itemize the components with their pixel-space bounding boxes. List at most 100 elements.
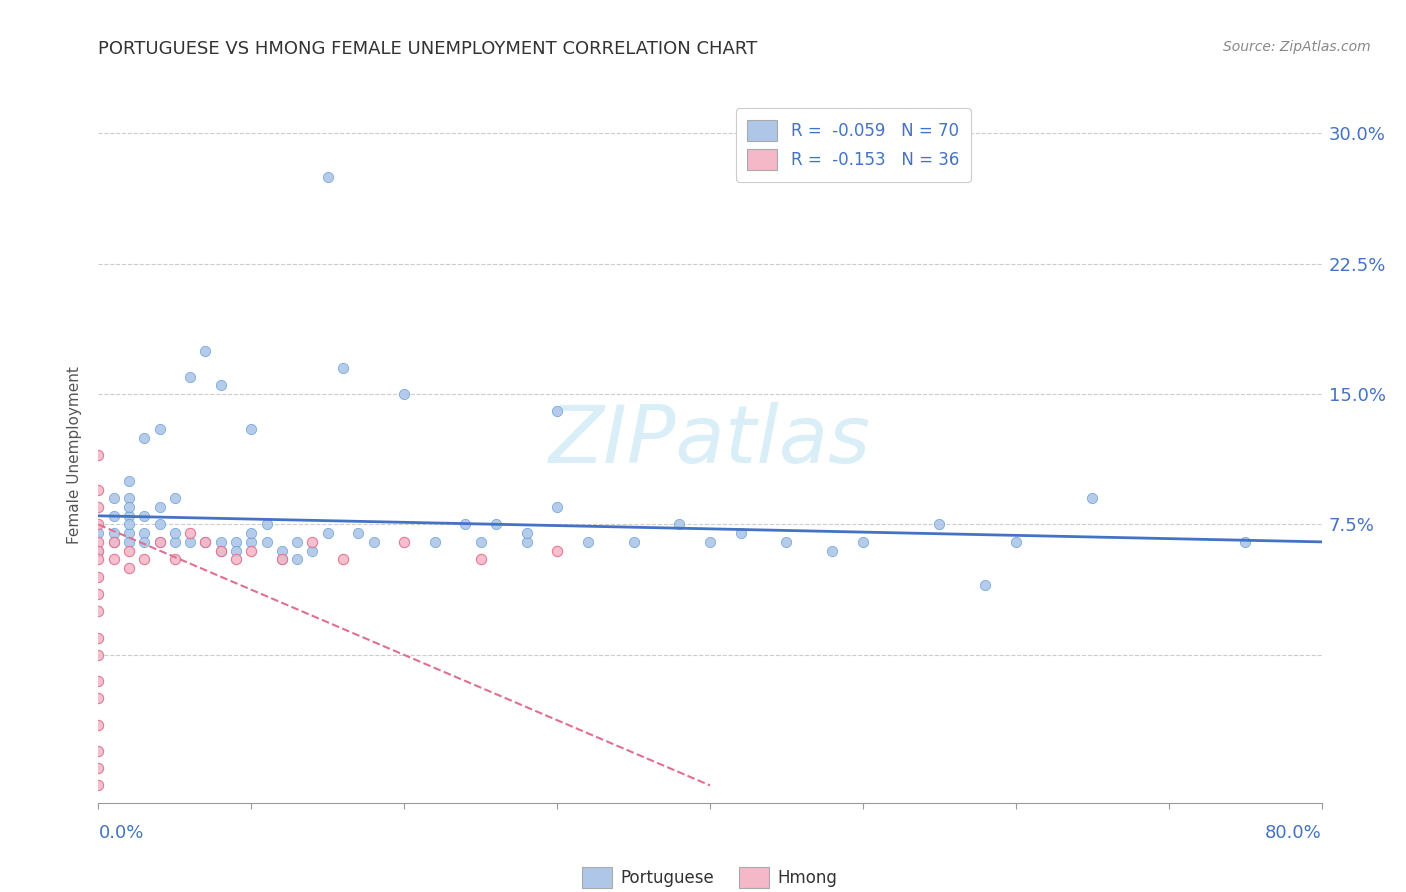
Point — [240, 422, 263, 436]
Point — [179, 526, 201, 541]
Point — [118, 474, 141, 488]
Point — [516, 526, 538, 541]
Point — [270, 552, 292, 566]
Point — [87, 543, 110, 558]
Point — [974, 578, 997, 592]
Point — [87, 534, 110, 549]
Point — [699, 534, 721, 549]
Point — [103, 508, 125, 523]
Point — [87, 631, 110, 645]
Point — [240, 526, 263, 541]
Point — [134, 430, 156, 444]
Text: 80.0%: 80.0% — [1265, 823, 1322, 842]
Point — [485, 517, 508, 532]
Point — [775, 534, 797, 549]
Point — [118, 543, 141, 558]
Y-axis label: Female Unemployment: Female Unemployment — [67, 366, 83, 544]
Point — [163, 491, 186, 506]
Point — [103, 526, 125, 541]
Point — [256, 517, 278, 532]
Point — [225, 534, 247, 549]
Point — [576, 534, 599, 549]
Point — [87, 517, 110, 532]
Point — [332, 552, 354, 566]
Point — [118, 526, 141, 541]
Point — [134, 534, 156, 549]
Point — [87, 570, 110, 584]
Point — [209, 543, 232, 558]
Text: PORTUGUESE VS HMONG FEMALE UNEMPLOYMENT CORRELATION CHART: PORTUGUESE VS HMONG FEMALE UNEMPLOYMENT … — [98, 40, 758, 58]
Point — [392, 387, 416, 401]
Text: ZIPatlas: ZIPatlas — [548, 402, 872, 480]
Point — [194, 343, 217, 358]
Point — [209, 543, 232, 558]
Point — [1004, 534, 1026, 549]
Point — [87, 761, 110, 775]
Point — [87, 691, 110, 706]
Point — [546, 404, 568, 418]
Point — [149, 422, 172, 436]
Point — [285, 552, 308, 566]
Point — [134, 508, 156, 523]
Point — [103, 534, 125, 549]
Point — [285, 534, 308, 549]
Point — [225, 543, 247, 558]
Point — [301, 543, 323, 558]
Point — [179, 534, 201, 549]
Legend: Portuguese, Hmong: Portuguese, Hmong — [575, 860, 845, 892]
Point — [149, 534, 172, 549]
Point — [256, 534, 278, 549]
Point — [87, 717, 110, 731]
Point — [87, 674, 110, 689]
Point — [470, 552, 492, 566]
Point — [87, 648, 110, 662]
Point — [423, 534, 446, 549]
Point — [118, 508, 141, 523]
Text: 0.0%: 0.0% — [98, 823, 143, 842]
Point — [149, 500, 172, 514]
Point — [87, 605, 110, 619]
Point — [240, 543, 263, 558]
Point — [87, 483, 110, 497]
Point — [301, 534, 323, 549]
Point — [134, 552, 156, 566]
Point — [928, 517, 950, 532]
Point — [516, 534, 538, 549]
Point — [163, 534, 186, 549]
Point — [546, 500, 568, 514]
Point — [392, 534, 416, 549]
Point — [118, 491, 141, 506]
Point — [270, 552, 292, 566]
Point — [149, 534, 172, 549]
Point — [363, 534, 385, 549]
Point — [103, 534, 125, 549]
Point — [118, 500, 141, 514]
Point — [87, 552, 110, 566]
Point — [347, 526, 370, 541]
Point — [194, 534, 217, 549]
Point — [149, 517, 172, 532]
Point — [270, 543, 292, 558]
Point — [209, 378, 232, 392]
Point — [209, 534, 232, 549]
Point — [194, 534, 217, 549]
Point — [316, 526, 339, 541]
Text: Source: ZipAtlas.com: Source: ZipAtlas.com — [1223, 40, 1371, 54]
Point — [821, 543, 844, 558]
Point — [179, 369, 201, 384]
Point — [316, 169, 339, 184]
Point — [87, 543, 110, 558]
Point — [332, 360, 354, 375]
Point — [454, 517, 477, 532]
Point — [163, 526, 186, 541]
Point — [118, 561, 141, 575]
Point — [623, 534, 645, 549]
Point — [87, 526, 110, 541]
Point — [470, 534, 492, 549]
Point — [87, 448, 110, 462]
Point — [163, 552, 186, 566]
Point — [546, 543, 568, 558]
Point — [118, 534, 141, 549]
Point — [87, 500, 110, 514]
Point — [87, 743, 110, 757]
